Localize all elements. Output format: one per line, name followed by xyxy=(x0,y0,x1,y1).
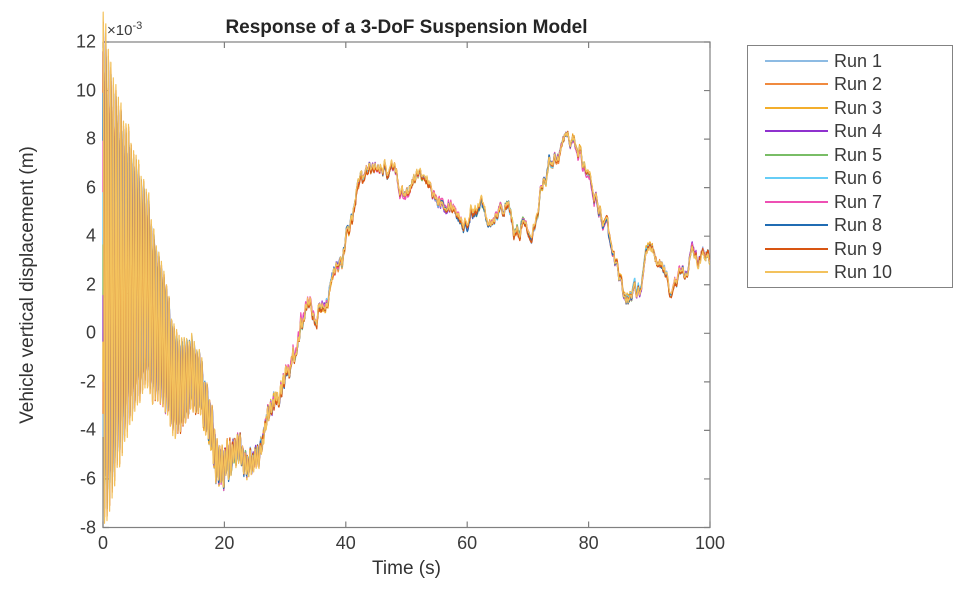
x-tick-label: 40 xyxy=(335,533,356,553)
legend-item-run-4: Run 4 xyxy=(748,122,952,140)
legend-label: Run 6 xyxy=(834,168,883,189)
legend-line-sample xyxy=(765,224,828,227)
x-tick-label: 60 xyxy=(457,533,478,553)
y-tick-label: -6 xyxy=(79,468,96,489)
chart-title: Response of a 3-DoF Suspension Model xyxy=(225,17,588,38)
y-tick-label: -2 xyxy=(79,371,96,392)
series-line-run-10 xyxy=(102,11,711,524)
legend-item-run-8: Run 8 xyxy=(748,216,952,234)
x-axis-label: Time (s) xyxy=(372,558,441,579)
y-tick-label: 4 xyxy=(85,225,96,246)
y-tick-label: 10 xyxy=(75,80,96,101)
x-tick-label: 80 xyxy=(578,533,599,553)
x-tick-label: 0 xyxy=(97,533,109,553)
legend-item-run-10: Run 10 xyxy=(748,263,952,281)
series-line-run-1 xyxy=(102,80,711,488)
legend-line-sample xyxy=(765,153,828,156)
x-tick-label: 100 xyxy=(694,533,726,553)
legend-label: Run 5 xyxy=(834,144,883,165)
legend-line-sample xyxy=(765,83,828,86)
legend-line-sample xyxy=(765,247,828,250)
y-axis-exponent: ×10-3 xyxy=(107,20,142,39)
x-tick-label: 20 xyxy=(214,533,235,553)
axes-box xyxy=(102,41,711,529)
legend-label: Run 4 xyxy=(834,121,883,142)
legend-label: Run 10 xyxy=(834,262,893,283)
y-tick-label: -8 xyxy=(79,517,96,537)
legend-label: Run 1 xyxy=(834,50,883,71)
y-tick-label: 0 xyxy=(85,322,96,343)
legend-line-sample xyxy=(765,130,828,133)
legend-label: Run 8 xyxy=(834,215,883,236)
legend-label: Run 9 xyxy=(834,238,883,259)
legend-item-run-6: Run 6 xyxy=(748,169,952,187)
legend-line-sample xyxy=(765,200,828,203)
y-tick-label: 2 xyxy=(85,274,96,295)
legend-item-run-7: Run 7 xyxy=(748,193,952,211)
legend-line-sample xyxy=(765,59,828,62)
legend-line-sample xyxy=(765,271,828,274)
legend-item-run-3: Run 3 xyxy=(748,99,952,117)
y-axis-label: Vehicle vertical displacement (m) xyxy=(17,146,38,424)
legend-label: Run 7 xyxy=(834,191,883,212)
legend-item-run-9: Run 9 xyxy=(748,240,952,258)
y-axis-exponent-prefix: ×10 xyxy=(107,22,133,39)
y-tick-label: -4 xyxy=(79,419,96,440)
y-tick-label: 8 xyxy=(85,128,96,149)
legend: Run 1 Run 2 Run 3 Run 4 Run 5 Run 6 Run 7 Run 8… xyxy=(747,45,953,288)
legend-line-sample xyxy=(765,106,828,109)
legend-line-sample xyxy=(765,177,828,180)
y-tick-label: 12 xyxy=(75,31,96,52)
legend-label: Run 3 xyxy=(834,97,883,118)
axis-ticks xyxy=(102,41,711,529)
y-axis-exponent-power: -3 xyxy=(132,20,143,32)
legend-item-run-5: Run 5 xyxy=(748,146,952,164)
legend-item-run-2: Run 2 xyxy=(748,75,952,93)
legend-label: Run 2 xyxy=(834,74,883,95)
legend-item-run-1: Run 1 xyxy=(748,52,952,70)
y-tick-label: 6 xyxy=(85,177,96,198)
series-line-run-9 xyxy=(102,21,711,518)
